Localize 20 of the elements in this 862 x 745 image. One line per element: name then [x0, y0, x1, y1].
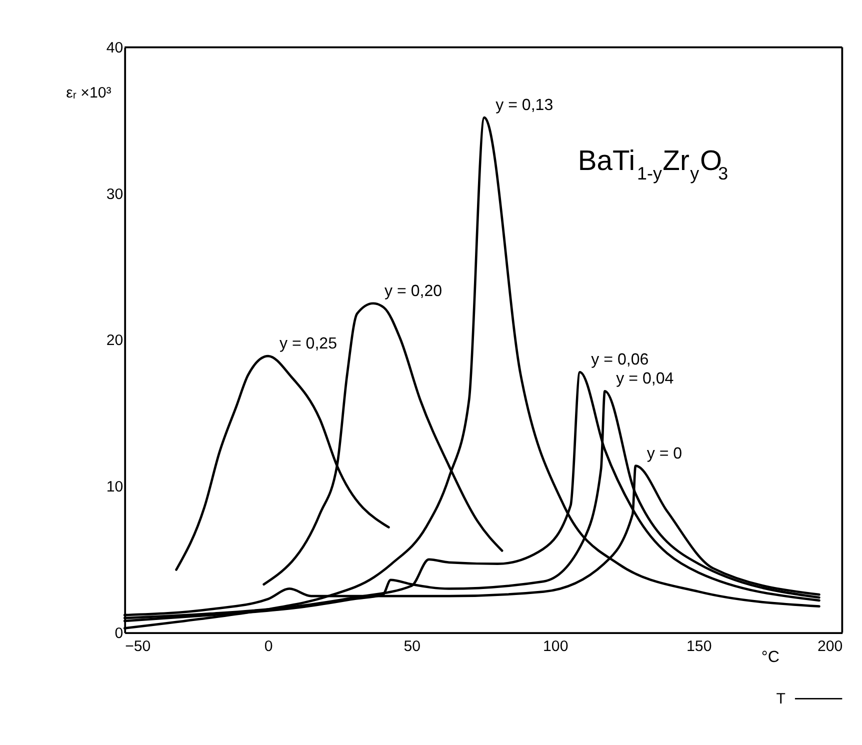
- series-label: y = 0,20: [384, 282, 442, 300]
- x-tick-label: 150: [686, 638, 712, 656]
- text: °C: [761, 648, 780, 666]
- y-axis-title: εᵣ ×10³: [66, 84, 112, 102]
- x-tick-label: 0: [264, 638, 273, 656]
- series-label: y = 0,04: [616, 370, 674, 388]
- series-label: y = 0,25: [279, 334, 338, 352]
- y-tick-label: 30: [106, 186, 124, 203]
- x-tick-label: 200: [817, 638, 843, 656]
- y-tick-label: 20: [106, 332, 124, 350]
- series-label: y = 0: [646, 444, 682, 462]
- x-tick-label: 100: [543, 638, 568, 656]
- x-axis-title: T: [776, 690, 786, 708]
- x-tick-label: −50: [125, 638, 151, 656]
- x-tick-label: 50: [404, 638, 421, 656]
- series-label: y = 0,06: [591, 350, 649, 369]
- series-label: y = 0,13: [496, 96, 554, 114]
- y-tick-label: 40: [106, 39, 124, 56]
- y-tick-label: 10: [106, 478, 124, 496]
- y-tick-label: 0: [114, 624, 124, 642]
